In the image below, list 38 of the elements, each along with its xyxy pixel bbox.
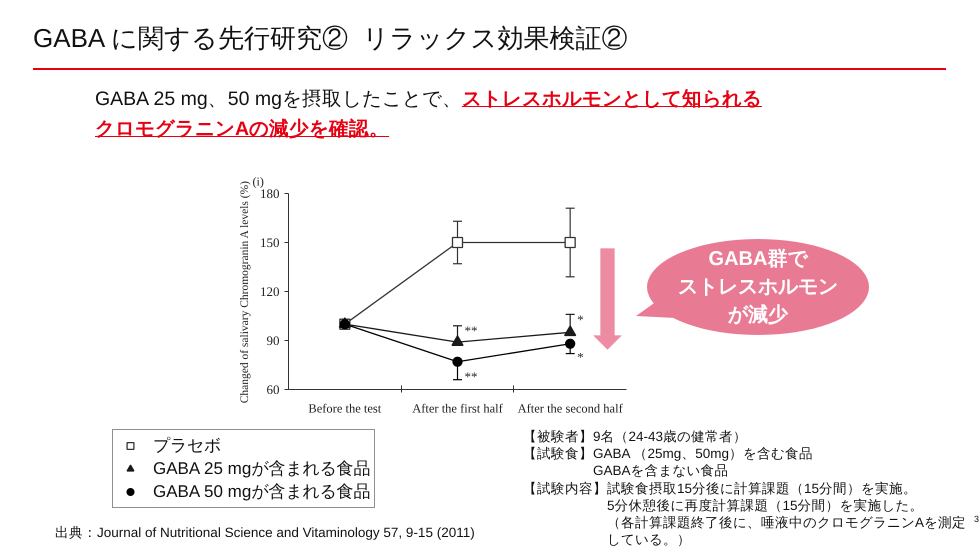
text: 【被験者】9名（24-43歳の健常者） [523,428,748,445]
text: GABAを含まない食品 [593,462,729,479]
text: 3 [974,513,980,526]
point [452,236,464,248]
annotation: * [577,349,584,364]
text: GABA （25mg、50mg）を含む食品 [593,445,814,462]
y-tick-label: 180 [260,186,280,201]
chart-title: GABA に関する先行研究② リラックス効果検証② [33,22,628,55]
text: 【試験食】 [523,445,593,462]
text: クロモグラニンAの減少を確認。 [95,117,390,142]
chart-subtitle: GABA 25 mg、50 mgを摂取したことで、 [95,88,462,110]
annotation: * [577,312,584,327]
point [452,356,463,367]
text: 5分休憩後に再度計算課題（15分間）を実施した。 [607,497,924,514]
y-tick-label: 120 [260,284,280,299]
y-tick-label: 150 [260,235,280,250]
x-tick-label: Before the test [308,402,382,416]
text: が減少 [728,303,788,328]
y-axis-title: Changed of salivary Chromogranin A levels (%) [239,180,251,404]
y-tick-label: 60 [266,382,280,397]
x-tick-label: After the second half [518,402,624,416]
x-tick-label: After the first half [412,402,504,416]
text: （各計算課題終了後に、唾液中のクロモグラニンAを測定している。） [607,514,968,548]
legend-label: プラセボ [153,435,221,457]
text: ストレスホルモンとして知られる [462,87,762,112]
annotation: ** [464,368,478,384]
text: GABA群で [708,247,808,272]
legend-label: GABA 25 mgが含まれる食品 [153,458,370,480]
text: 試験食摂取15分後に計算課題（15分間）を実施。 [607,480,918,497]
point [565,338,576,349]
source-note: 出典：Journal of Nutritional Science and Vitaminology 57, 9-15 (2011) [55,524,475,542]
legend-label: GABA 50 mgが含まれる食品 [153,481,370,503]
annotation: ** [464,323,478,338]
point [564,236,576,248]
y-tick-label: 90 [266,333,280,348]
text: 【試験内容】 [523,480,607,497]
text: ストレスホルモン [678,275,838,300]
text: (i) [252,174,264,188]
